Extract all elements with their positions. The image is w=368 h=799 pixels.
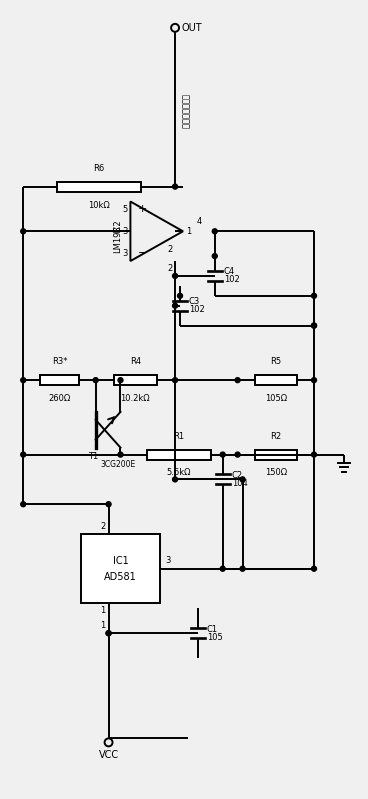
Circle shape — [173, 477, 177, 482]
Circle shape — [220, 566, 225, 571]
Circle shape — [312, 323, 316, 328]
Circle shape — [106, 502, 111, 507]
Text: R2: R2 — [270, 431, 282, 441]
Text: 3: 3 — [122, 227, 127, 236]
Text: AD581: AD581 — [104, 571, 137, 582]
Circle shape — [312, 452, 316, 457]
Text: 150Ω: 150Ω — [265, 468, 287, 478]
Circle shape — [235, 378, 240, 383]
Circle shape — [21, 452, 26, 457]
Text: +: + — [138, 205, 147, 214]
Text: C3: C3 — [189, 297, 200, 306]
Circle shape — [173, 184, 177, 189]
Text: 5: 5 — [122, 205, 127, 214]
Text: OUT: OUT — [181, 23, 202, 33]
Text: 5.6kΩ: 5.6kΩ — [167, 468, 191, 478]
Text: R1: R1 — [173, 431, 185, 441]
Circle shape — [21, 502, 26, 507]
Circle shape — [177, 293, 183, 298]
Circle shape — [312, 566, 316, 571]
Circle shape — [106, 630, 111, 636]
Circle shape — [312, 293, 316, 298]
Text: 102: 102 — [224, 276, 240, 284]
Text: 105Ω: 105Ω — [265, 394, 287, 403]
Text: 1: 1 — [186, 227, 191, 236]
Text: VCC: VCC — [99, 750, 118, 761]
Bar — [114, 376, 157, 385]
Text: C1: C1 — [207, 625, 218, 634]
Circle shape — [173, 273, 177, 278]
Text: IC1: IC1 — [113, 556, 128, 566]
Text: C2: C2 — [231, 471, 243, 480]
Text: 1: 1 — [100, 606, 106, 615]
Text: 3CG200E: 3CG200E — [100, 459, 136, 468]
Text: 控制信号输出端: 控制信号输出端 — [180, 93, 189, 129]
Text: IC2: IC2 — [113, 220, 123, 233]
Text: R3*: R3* — [52, 357, 67, 366]
Bar — [39, 376, 79, 385]
Circle shape — [106, 630, 111, 636]
Text: 10kΩ: 10kΩ — [88, 201, 110, 209]
Text: 2: 2 — [100, 522, 106, 531]
Bar — [255, 450, 297, 459]
Circle shape — [118, 452, 123, 457]
Text: 3: 3 — [122, 248, 127, 257]
Text: R6: R6 — [93, 164, 105, 173]
Text: 2: 2 — [168, 264, 173, 273]
Text: R5: R5 — [270, 357, 282, 366]
Circle shape — [93, 378, 98, 383]
Circle shape — [312, 323, 316, 328]
Text: LM193: LM193 — [113, 225, 123, 253]
Circle shape — [21, 378, 26, 383]
Bar — [81, 534, 160, 603]
Bar — [57, 181, 141, 192]
Circle shape — [312, 378, 316, 383]
Text: T1: T1 — [88, 451, 98, 460]
Text: 3: 3 — [165, 556, 170, 565]
Text: 2: 2 — [168, 244, 173, 253]
Text: 10.2kΩ: 10.2kΩ — [121, 394, 150, 403]
Text: R4: R4 — [130, 357, 141, 366]
Text: −: − — [138, 248, 147, 258]
Circle shape — [21, 229, 26, 234]
Text: 1: 1 — [100, 621, 106, 630]
Circle shape — [235, 452, 240, 457]
Circle shape — [220, 452, 225, 457]
Text: 105: 105 — [207, 633, 223, 642]
Text: C4: C4 — [224, 268, 235, 276]
Text: 260Ω: 260Ω — [48, 394, 71, 403]
Circle shape — [212, 229, 217, 234]
Circle shape — [173, 304, 177, 308]
Text: 104: 104 — [231, 479, 247, 488]
Circle shape — [212, 253, 217, 259]
Text: 102: 102 — [189, 305, 205, 314]
Text: 4: 4 — [197, 217, 202, 226]
Circle shape — [240, 477, 245, 482]
Circle shape — [173, 378, 177, 383]
Circle shape — [240, 566, 245, 571]
Bar — [255, 376, 297, 385]
Circle shape — [118, 378, 123, 383]
Bar — [147, 450, 211, 459]
